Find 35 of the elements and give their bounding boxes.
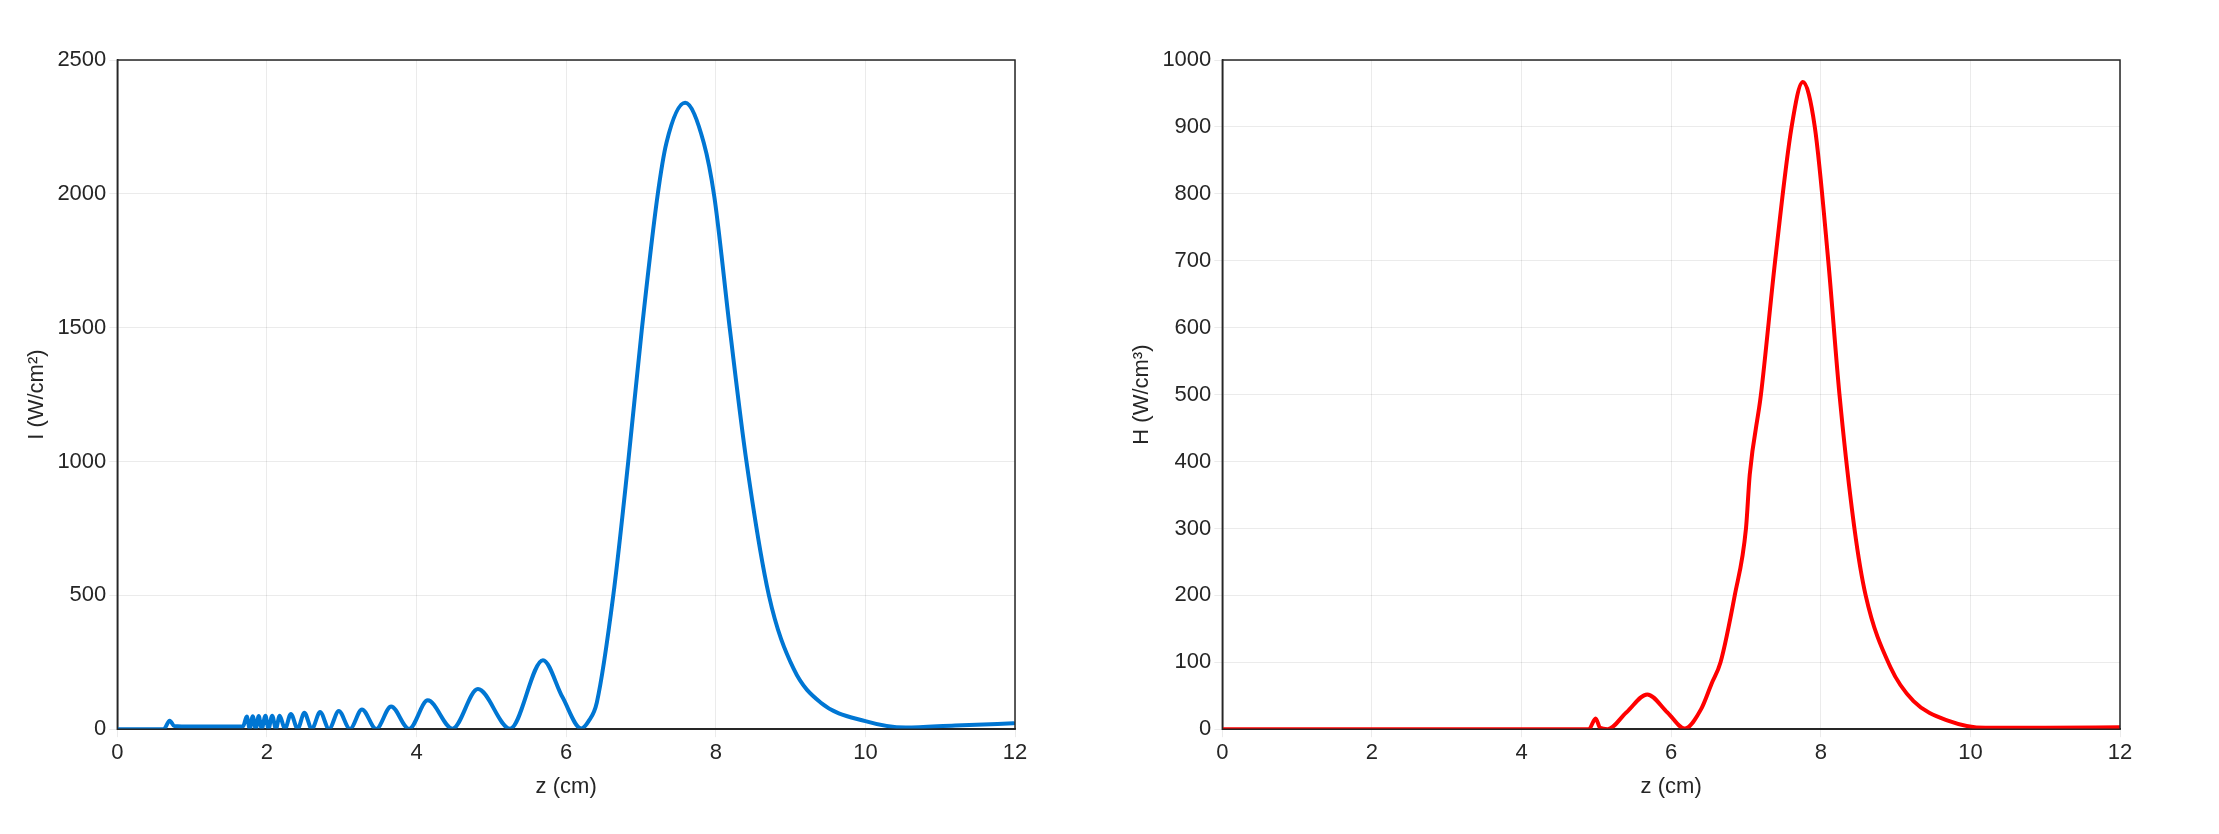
y-tick-label: 1000: [57, 447, 107, 473]
y-tick-label: 300: [1174, 514, 1212, 540]
y-tick-label: 0: [1199, 715, 1212, 741]
x-axis-title: z (cm): [535, 772, 597, 798]
y-tick-label: 200: [1174, 581, 1212, 607]
x-tick-label: 6: [1665, 739, 1678, 765]
y-tick-label: 2000: [57, 179, 107, 205]
y-tick-label: 800: [1174, 179, 1212, 205]
x-tick-label: 4: [1515, 739, 1528, 765]
y-tick-label: 0: [94, 715, 107, 741]
x-tick-label: 8: [1814, 739, 1827, 765]
y-tick-label: 400: [1174, 447, 1212, 473]
x-tick-label: 10: [853, 739, 878, 765]
y-axis-title: I (W/cm²): [23, 349, 49, 440]
y-tick-label: 1000: [1162, 46, 1212, 72]
x-tick-label: 10: [1958, 739, 1983, 765]
y-tick-label: 900: [1174, 112, 1212, 138]
x-axis-title: z (cm): [1640, 772, 1702, 798]
x-tick-label: 0: [1216, 739, 1229, 765]
x-tick-label: 2: [260, 739, 274, 765]
y-tick-label: 500: [69, 581, 107, 607]
x-tick-label: 8: [709, 739, 722, 765]
y-tick-label: 1500: [57, 313, 107, 339]
y-tick-label: 100: [1174, 648, 1212, 674]
y-tick-label: 500: [1174, 380, 1212, 406]
x-tick-label: 6: [560, 739, 573, 765]
y-axis-title: H (W/cm³): [1128, 344, 1154, 445]
x-tick-label: 4: [410, 739, 423, 765]
x-tick-label: 0: [111, 739, 124, 765]
x-tick-label: 12: [2107, 739, 2133, 765]
y-tick-label: 2500: [57, 46, 107, 72]
x-tick-label: 2: [1365, 739, 1379, 765]
y-tick-label: 700: [1174, 246, 1212, 272]
x-tick-label: 12: [1002, 739, 1028, 765]
y-tick-label: 600: [1174, 313, 1212, 339]
